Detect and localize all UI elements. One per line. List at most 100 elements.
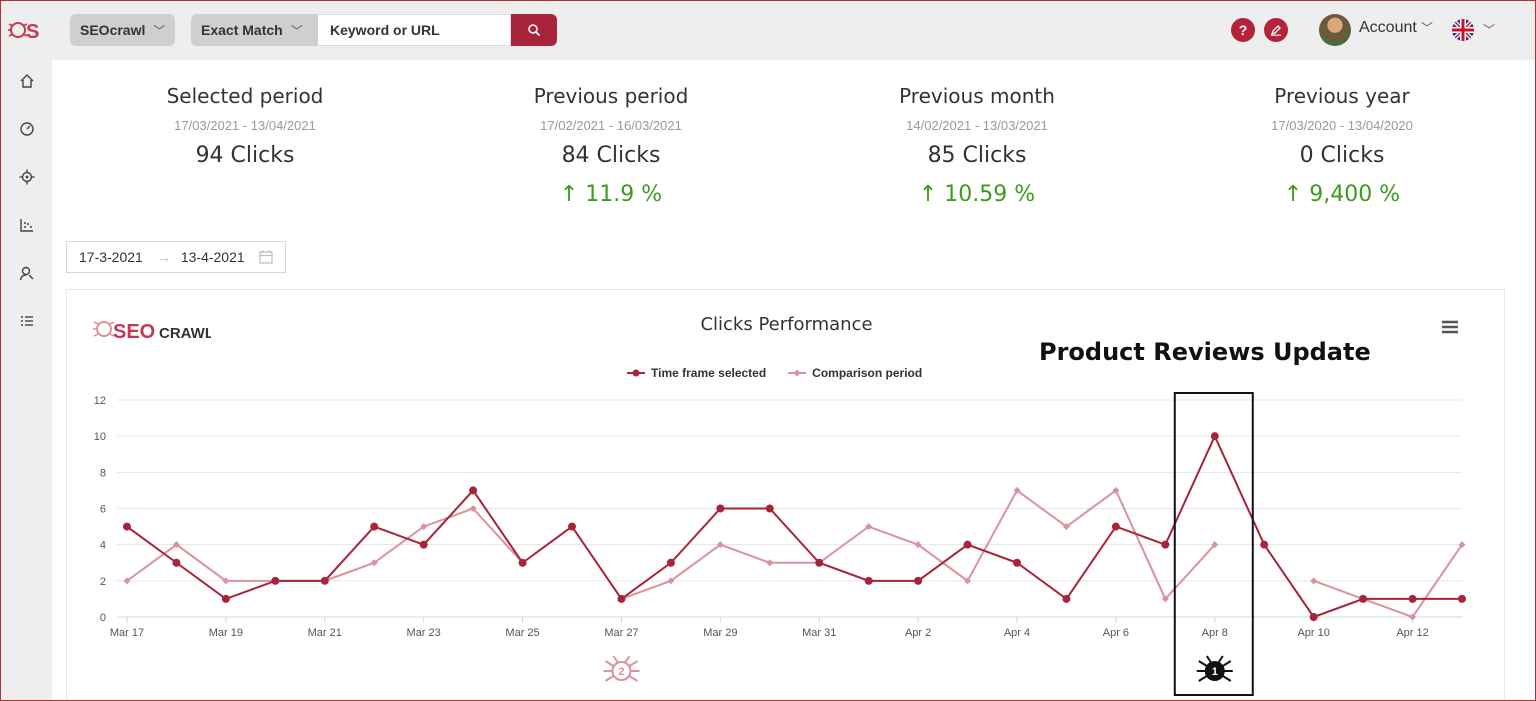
search-icon [528, 24, 541, 37]
data-point-comparison [123, 577, 131, 585]
data-point-comparison [1112, 486, 1120, 494]
data-point-selected [914, 576, 923, 585]
data-point-selected [518, 558, 527, 567]
legend-label: Comparison period [812, 366, 923, 380]
stat-clicks: 0 Clicks [1299, 143, 1385, 168]
data-point-selected [419, 540, 428, 549]
stat-previous-month: Previous month 14/02/2021 - 13/03/2021 8… [827, 84, 1127, 207]
target-icon[interactable] [16, 166, 38, 188]
search-button[interactable] [511, 14, 557, 46]
x-tick-label: Apr 8 [1202, 627, 1228, 639]
data-point-comparison [1211, 541, 1219, 549]
stat-clicks: 85 Clicks [927, 143, 1027, 168]
x-tick-label: Apr 6 [1103, 627, 1129, 639]
stat-range: 17/03/2020 - 13/04/2020 [1271, 118, 1413, 133]
top-header: SEOcrawl ﹀ Exact Match ﹀ ? Account﹀ ﹀ [52, 0, 1536, 60]
pencil-icon [1270, 25, 1281, 36]
end-date[interactable]: 13-4-2021 [180, 249, 245, 265]
chevron-down-icon: ﹀ [153, 23, 166, 38]
y-tick-label: 0 [100, 612, 106, 624]
data-point-comparison [667, 577, 675, 585]
project-select-label: SEOcrawl [80, 22, 146, 38]
search-input[interactable] [318, 14, 511, 46]
sidebar: S [0, 0, 52, 701]
data-point-selected [370, 522, 379, 531]
data-point-selected [469, 486, 478, 495]
uk-flag-icon[interactable] [1452, 19, 1474, 41]
svg-text:SEO: SEO [113, 321, 155, 343]
y-tick-label: 8 [100, 467, 106, 479]
data-point-selected [1458, 594, 1466, 603]
legend-item-selected[interactable]: Time frame selected [627, 366, 766, 380]
legend-item-comparison[interactable]: Comparison period [788, 366, 922, 380]
chevron-down-icon[interactable]: ﹀ [1483, 23, 1496, 37]
calendar-icon[interactable] [259, 250, 273, 264]
stat-range: 14/02/2021 - 13/03/2021 [906, 118, 1048, 133]
stat-previous-period: Previous period 17/02/2021 - 16/03/2021 … [461, 84, 761, 207]
data-point-selected [1408, 594, 1417, 603]
date-range-picker[interactable]: 17-3-2021 → 13-4-2021 [66, 241, 286, 273]
crawler-bug-icon[interactable]: 2 [603, 655, 640, 682]
match-type-select[interactable]: Exact Match ﹀ [191, 14, 327, 46]
account-menu[interactable]: Account ﹀ [1359, 19, 1433, 37]
data-point-comparison [716, 541, 724, 549]
app-logo[interactable]: S [6, 16, 46, 44]
home-icon[interactable] [16, 70, 38, 92]
data-point-selected [963, 540, 972, 549]
data-point-comparison [1013, 486, 1021, 494]
highlight-box [1173, 392, 1254, 696]
x-tick-label: Mar 17 [110, 627, 144, 639]
help-button[interactable]: ? [1231, 18, 1255, 42]
stat-title: Previous period [533, 84, 689, 108]
arrow-right-icon: → [156, 249, 171, 265]
data-point-selected [1359, 594, 1368, 603]
data-point-comparison [914, 541, 922, 549]
stat-range: 17/03/2021 - 13/04/2021 [174, 118, 316, 133]
list-icon[interactable] [16, 310, 38, 332]
y-tick-label: 2 [100, 576, 106, 588]
avatar[interactable] [1319, 14, 1351, 46]
match-type-label: Exact Match [201, 22, 283, 38]
x-tick-label: Mar 23 [407, 627, 441, 639]
dashboard-icon[interactable] [16, 118, 38, 140]
chevron-down-icon: ﹀ [1420, 21, 1433, 35]
data-point-comparison [469, 505, 477, 512]
series-line-comparison [1313, 544, 1463, 619]
data-point-selected [1210, 432, 1219, 441]
x-tick-label: Mar 29 [703, 627, 737, 639]
series-line-selected [126, 433, 1462, 619]
scatter-chart-icon[interactable] [16, 214, 38, 236]
seocrawl-logo: SEO CRAWL [91, 314, 214, 349]
data-point-selected [1161, 540, 1170, 549]
data-point-selected [271, 576, 280, 585]
data-point-comparison [865, 523, 873, 531]
hamburger-menu-icon[interactable] [1441, 320, 1459, 339]
account-label: Account [1359, 19, 1417, 36]
data-point-comparison [1161, 595, 1169, 603]
x-tick-label: Apr 4 [1004, 627, 1030, 639]
data-point-selected [1013, 558, 1021, 567]
data-point-comparison [1062, 523, 1070, 531]
chart-legend: Time frame selected Comparison period [627, 366, 944, 380]
data-point-comparison [420, 523, 428, 531]
data-point-comparison [222, 577, 230, 585]
data-point-selected [617, 594, 626, 603]
x-tick-label: Mar 31 [802, 627, 836, 639]
y-tick-label: 4 [100, 540, 106, 552]
data-point-selected [1260, 540, 1269, 549]
chart-annotation: Product Reviews Update [1039, 338, 1371, 366]
data-point-selected [1111, 522, 1120, 531]
project-select[interactable]: SEOcrawl ﹀ [70, 14, 175, 46]
start-date[interactable]: 17-3-2021 [79, 249, 143, 265]
data-point-comparison [1458, 541, 1466, 549]
stat-range: 17/02/2021 - 16/03/2021 [540, 118, 682, 133]
data-point-selected [1062, 594, 1071, 603]
data-point-comparison [766, 559, 774, 567]
y-tick-label: 10 [94, 431, 106, 443]
crawler-bug-icon[interactable]: 1 [1196, 655, 1233, 682]
chart-title: Clicks Performance [700, 314, 873, 335]
data-point-selected [172, 558, 181, 567]
search-users-icon[interactable] [16, 262, 38, 284]
edit-button[interactable] [1264, 18, 1288, 42]
stat-title: Selected period [166, 84, 324, 108]
